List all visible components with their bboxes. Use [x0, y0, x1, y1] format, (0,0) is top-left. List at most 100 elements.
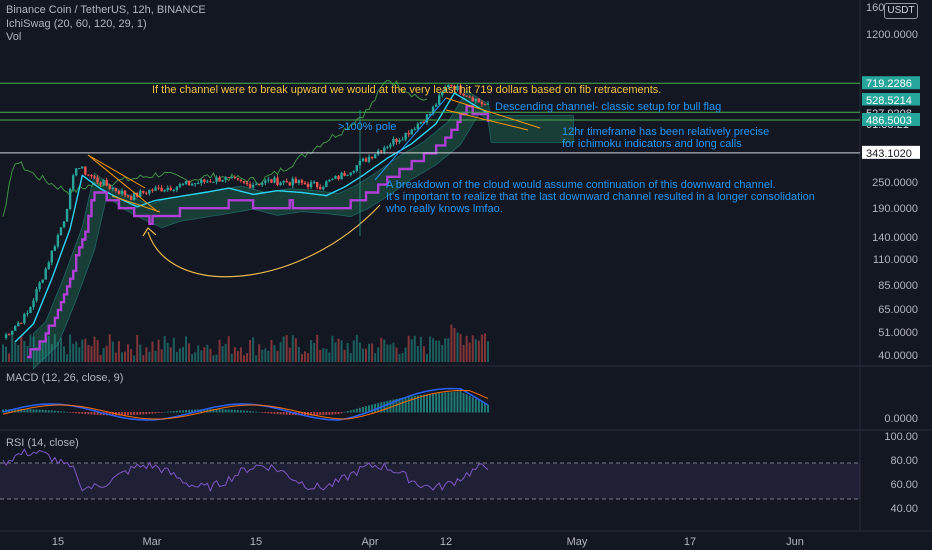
candle-body: [288, 182, 291, 186]
macd-histogram-bar: [340, 412, 343, 414]
volume-bar: [136, 334, 139, 362]
volume-bar: [474, 339, 477, 362]
volume-bar: [206, 344, 209, 362]
volume-bar: [392, 342, 395, 362]
candle-body: [111, 188, 115, 190]
volume-bar: [316, 334, 319, 362]
candle-body: [447, 84, 450, 88]
macd-histogram-bar: [438, 393, 441, 413]
volume-bar: [160, 349, 163, 362]
macd-histogram-bar: [215, 409, 218, 413]
candle-body: [373, 154, 377, 159]
volume-bar: [471, 335, 474, 362]
volume-bar: [130, 349, 133, 362]
macd-histogram-bar: [300, 412, 303, 416]
macd-histogram-bar: [181, 410, 184, 413]
candle-body: [273, 177, 276, 183]
volume-bar: [328, 352, 331, 362]
volume-bar: [477, 340, 480, 362]
macd-histogram-bar: [465, 394, 468, 413]
timeframe-note: for ichimoku indicators and long calls: [562, 138, 742, 150]
candle-body: [300, 180, 304, 183]
volume-bar: [215, 354, 218, 362]
candle-body: [132, 192, 136, 201]
descending-channel-note: Descending channel- classic setup for bu…: [495, 101, 721, 113]
candle-body: [462, 93, 465, 96]
rsi-tick-label: 60.00: [890, 479, 918, 491]
candle-body: [78, 168, 81, 170]
candle-body: [26, 313, 29, 315]
macd-histogram-bar: [191, 409, 194, 413]
macd-histogram-bar: [221, 409, 224, 413]
candle-body: [410, 129, 413, 135]
candle-body: [419, 121, 423, 124]
macd-histogram-bar: [151, 412, 154, 414]
candle-body: [453, 86, 456, 91]
price-badge: [862, 93, 920, 106]
price-tick-label: 140.0000: [872, 232, 918, 244]
volume-bar: [419, 336, 422, 362]
candle-body: [105, 180, 108, 186]
macd-histogram-bar: [224, 409, 227, 413]
macd-histogram-bar: [487, 404, 489, 413]
volume-bar: [8, 353, 11, 362]
volume-bar: [319, 349, 322, 362]
volume-bar: [172, 337, 175, 362]
volume-bar: [276, 350, 279, 362]
candle-body: [62, 221, 66, 228]
macd-histogram-bar: [422, 394, 425, 413]
macd-histogram-bar: [124, 412, 127, 416]
macd-histogram-bar: [444, 392, 447, 413]
candle-body: [90, 175, 93, 177]
volume-bar: [307, 353, 310, 362]
macd-histogram-bar: [145, 412, 148, 415]
candle-body: [96, 177, 99, 183]
macd-histogram-bar: [75, 412, 78, 414]
candle-body: [178, 184, 182, 187]
macd-histogram-bar: [462, 392, 465, 413]
volume-bar: [69, 334, 72, 362]
candle-body: [322, 186, 325, 190]
macd-histogram-bar: [282, 412, 285, 415]
macd-histogram-bar: [313, 412, 316, 416]
fib-target-note: If the channel were to break upward we w…: [152, 84, 661, 96]
volume-bar: [35, 346, 38, 362]
candle-body: [114, 188, 118, 192]
macd-histogram-bar: [239, 410, 242, 413]
volume-bar: [444, 338, 447, 362]
price-badge-label: 719.2286: [866, 78, 912, 90]
macd-histogram-bar: [72, 412, 75, 413]
candle-body: [126, 195, 130, 197]
candle-body: [93, 176, 96, 178]
candle-body: [352, 171, 355, 173]
rsi-tick-label: 100.00: [884, 431, 918, 443]
volume-bar: [105, 345, 108, 362]
macd-histogram-bar: [276, 412, 279, 415]
candle-body: [282, 181, 285, 183]
macd-histogram-bar: [386, 400, 389, 413]
candle-body: [383, 147, 386, 152]
volume-bar: [404, 347, 407, 362]
volume-bar: [200, 350, 203, 362]
chart-title: Binance Coin / TetherUS, 12h, BINANCE: [6, 4, 206, 16]
volume-bar: [66, 354, 69, 362]
macd-histogram-bar: [413, 395, 416, 413]
volume-bar: [99, 354, 102, 362]
volume-bar: [2, 344, 4, 362]
macd-histogram-bar: [261, 412, 264, 413]
candle-body: [59, 227, 63, 236]
macd-histogram-bar: [133, 412, 136, 415]
projection-arrow: [147, 204, 381, 278]
candle-body: [163, 190, 166, 192]
volume-bar: [465, 335, 468, 362]
macd-histogram-bar: [90, 412, 93, 415]
macd-histogram-bar: [252, 411, 255, 413]
price-tick-label: 85.0000: [878, 280, 918, 292]
macd-histogram-bar: [334, 412, 337, 415]
volume-bar: [255, 355, 258, 362]
macd-histogram-bar: [441, 392, 444, 413]
macd-histogram-bar: [120, 412, 123, 416]
candle-body: [175, 186, 179, 190]
currency-selector[interactable]: USDT: [884, 3, 918, 19]
